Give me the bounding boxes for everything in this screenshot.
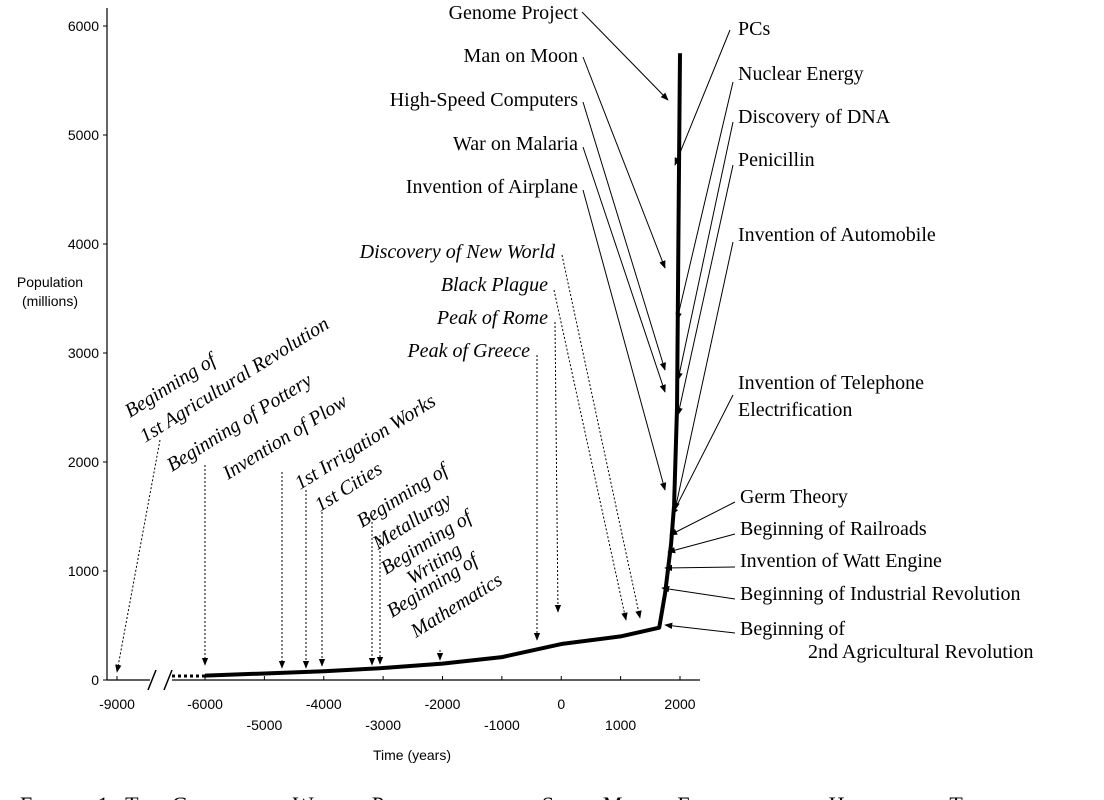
annotation: Beginning of <box>740 618 845 640</box>
y-tick-label: 3000 <box>68 345 99 361</box>
y-axis-label: (millions) <box>22 293 78 309</box>
x-tick-label: 2000 <box>664 696 695 712</box>
annotation-arrow <box>675 81 734 321</box>
annotation-arrow <box>582 146 666 393</box>
annotation: Invention of Watt Engine <box>740 550 942 572</box>
annotation-arrow <box>661 585 736 600</box>
y-tick-label: 1000 <box>68 563 99 579</box>
annotation: Man on Moon <box>464 45 578 67</box>
y-tick-label: 0 <box>91 672 99 688</box>
annotation: High-Speed Computers <box>390 89 579 111</box>
annotation: 2nd Agricultural Revolution <box>808 641 1034 663</box>
annotation: Invention of Telephone <box>738 372 924 394</box>
annotation: Discovery of New World <box>359 241 556 263</box>
annotation: Germ Theory <box>740 486 848 508</box>
annotation-arrow <box>582 101 666 371</box>
annotation: Electrification <box>738 399 852 421</box>
annotation-arrow <box>664 564 736 572</box>
y-tick-label: 2000 <box>68 454 99 470</box>
x-tick-label: -4000 <box>306 696 342 712</box>
annotation-arrow <box>676 121 734 381</box>
annotation-arrow <box>553 289 628 621</box>
y-tick-label: 5000 <box>68 127 99 143</box>
annotation-arrow <box>669 501 736 536</box>
annotation-arrow <box>671 394 734 516</box>
x-tick-label: -9000 <box>99 696 135 712</box>
annotation: Beginning of Railroads <box>740 518 927 540</box>
x-tick-label: -2000 <box>425 696 461 712</box>
annotation-arrow <box>667 533 736 554</box>
annotation-arrow <box>581 11 669 101</box>
x-tick-label: -6000 <box>187 696 223 712</box>
population-line <box>204 53 682 678</box>
annotation: Genome Project <box>449 2 579 24</box>
caption: Figure 1. The Growth of World Population… <box>20 792 1076 800</box>
y-tick-label: 4000 <box>68 236 99 252</box>
annotation-arrow <box>674 29 731 166</box>
annotation: Beginning of Industrial Revolution <box>740 583 1021 605</box>
annotation: Invention of Automobile <box>738 224 936 246</box>
annotation-arrow <box>664 622 736 634</box>
annotation: Penicillin <box>738 149 815 171</box>
annotation-arrow <box>115 439 161 673</box>
axis-break <box>147 669 157 691</box>
annotation-arrow <box>554 321 562 613</box>
annotation: PCs <box>738 18 770 40</box>
annotation-arrow <box>561 254 642 619</box>
annotation: Invention of Airplane <box>406 176 578 198</box>
annotation: War on Malaria <box>453 133 578 155</box>
x-tick-label: -3000 <box>365 717 401 733</box>
annotation: Nuclear Energy <box>738 63 864 85</box>
annotation-arrow <box>676 164 734 416</box>
annotation: Discovery of DNA <box>738 106 891 128</box>
y-axis-label: Population <box>17 274 83 290</box>
annotation-arrow <box>582 56 666 269</box>
annotation: Peak of Greece <box>406 340 530 362</box>
x-axis-label: Time (years) <box>373 747 451 763</box>
axis-break <box>163 669 173 691</box>
y-tick-label: 6000 <box>68 18 99 34</box>
x-tick-label: -1000 <box>484 717 520 733</box>
annotation: Black Plague <box>441 274 548 296</box>
x-tick-label: 0 <box>557 696 565 712</box>
x-tick-label: -5000 <box>246 717 282 733</box>
annotation-arrow <box>673 241 734 511</box>
annotation-arrow <box>582 189 667 491</box>
x-tick-label: 1000 <box>605 717 636 733</box>
annotation: Peak of Rome <box>436 307 548 329</box>
